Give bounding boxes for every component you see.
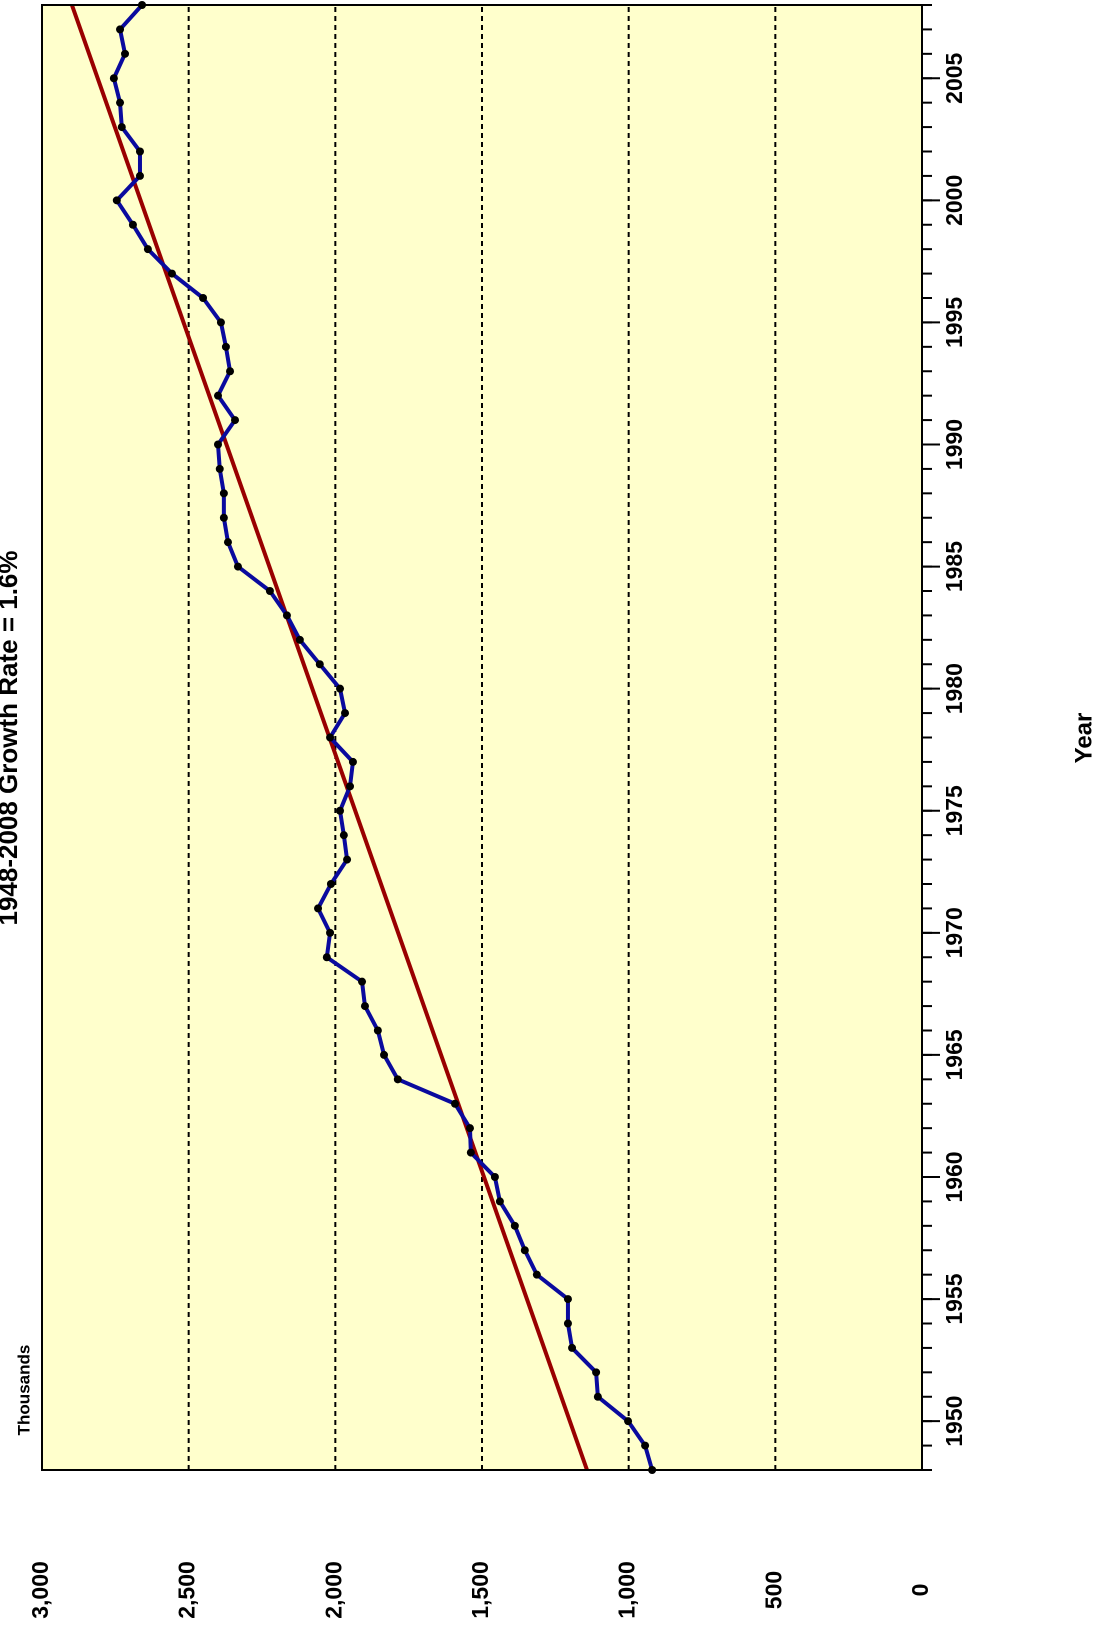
rotated-chart: 1948-2008 Growth Rate = 1.6% Thousands Y…	[0, 1, 1097, 1619]
data-point	[214, 440, 222, 449]
data-point	[322, 953, 331, 962]
data-point	[116, 98, 125, 107]
data-point	[380, 1050, 389, 1059]
data-point	[216, 318, 225, 327]
data-point	[226, 367, 235, 376]
data-point	[358, 977, 367, 986]
data-point	[219, 489, 228, 498]
data-point	[510, 1221, 519, 1230]
data-point	[117, 123, 126, 132]
data-point	[348, 757, 357, 766]
data-point	[336, 684, 345, 693]
data-point	[295, 635, 304, 644]
data-point	[128, 220, 137, 229]
x-tick-label: 1950	[941, 1396, 967, 1447]
data-point	[465, 1124, 474, 1133]
data-point	[214, 391, 222, 400]
data-point	[339, 831, 348, 840]
data-point	[563, 1295, 572, 1304]
data-point	[393, 1075, 402, 1084]
x-tick-label: 1960	[941, 1151, 967, 1202]
data-point	[112, 196, 121, 205]
x-tick-label: 2005	[941, 52, 967, 103]
x-tick-label: 1955	[941, 1273, 967, 1324]
data-point	[135, 147, 144, 156]
data-point	[341, 709, 350, 718]
data-point	[219, 513, 228, 522]
data-point	[343, 855, 352, 864]
data-point	[641, 1441, 650, 1450]
chart-title: 1948-2008 Growth Rate = 1.6%	[0, 550, 23, 925]
data-point	[233, 562, 242, 571]
data-point	[109, 74, 118, 83]
y-tick-label: 2,000	[320, 1561, 346, 1619]
data-point	[360, 1002, 369, 1011]
data-point	[563, 1319, 572, 1328]
data-point	[624, 1417, 633, 1426]
y-tick-label: 1,500	[467, 1561, 493, 1619]
data-point	[326, 733, 335, 742]
x-tick-label: 1965	[941, 1029, 967, 1080]
data-point	[532, 1270, 541, 1279]
data-point	[215, 464, 224, 473]
data-point	[121, 49, 130, 58]
y-tick-label: 0	[907, 1584, 933, 1597]
x-tick-label: 1970	[941, 907, 967, 958]
data-point	[199, 294, 208, 302]
data-point	[495, 1197, 504, 1206]
data-point	[116, 25, 125, 34]
data-point	[373, 1026, 382, 1035]
plot-border	[41, 4, 923, 1471]
data-point	[326, 880, 335, 888]
data-point	[282, 611, 291, 620]
x-tick-label: 1990	[941, 419, 967, 470]
y-axis-label: Thousands	[14, 1345, 33, 1436]
data-point	[135, 171, 144, 180]
data-point	[143, 245, 152, 254]
data-point	[265, 587, 274, 595]
data-point	[568, 1343, 577, 1352]
data-point	[315, 660, 324, 669]
x-tick-label: 2000	[941, 175, 967, 226]
x-tick-label: 1975	[941, 785, 967, 836]
x-tick-label: 1980	[941, 663, 967, 714]
y-tick-label: 500	[760, 1571, 786, 1609]
data-point	[314, 904, 323, 913]
data-point	[520, 1246, 529, 1255]
y-tick-label: 3,000	[27, 1561, 53, 1619]
data-point	[593, 1392, 602, 1401]
data-point	[326, 928, 335, 937]
x-tick-label: 1985	[941, 541, 967, 592]
y-tick-label: 1,000	[614, 1561, 640, 1619]
data-point	[223, 538, 232, 547]
data-point	[221, 342, 230, 351]
data-point	[167, 269, 176, 278]
data-point	[592, 1368, 601, 1377]
data-point	[466, 1148, 475, 1157]
data-point	[231, 416, 240, 425]
data-point	[336, 806, 345, 815]
y-tick-label: 2,500	[174, 1561, 200, 1619]
data-point	[490, 1173, 499, 1181]
x-tick-label: 1995	[941, 297, 967, 348]
x-axis-label: Year	[1070, 713, 1097, 764]
data-point	[346, 782, 354, 791]
data-point	[451, 1099, 460, 1108]
